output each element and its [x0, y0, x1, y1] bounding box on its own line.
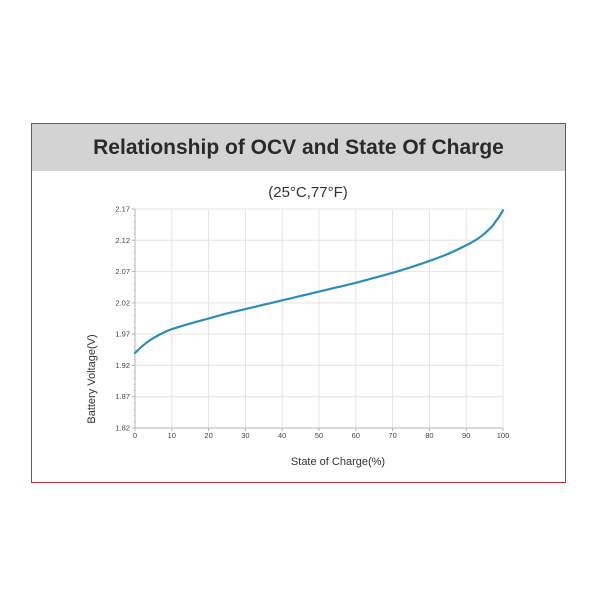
- chart-svg: (25°C,77°F) 0 10 20 30 40 50 60 70 80 90 100 1.821…: [86, 184, 509, 468]
- y-tick-label: 1.87: [115, 392, 130, 401]
- chart-header: Relationship of OCV and State Of Charge: [32, 124, 565, 171]
- y-axis-label: Battery Voltage(V): [86, 334, 98, 423]
- x-tick-label: 10: [168, 431, 176, 440]
- grid-lines: [135, 208, 504, 428]
- x-tick-label: 20: [204, 431, 212, 440]
- x-axis-label: State of Charge(%): [291, 456, 385, 468]
- axes: [132, 208, 504, 431]
- y-tick-label: 2.02: [115, 298, 130, 307]
- series-line: [133, 209, 505, 355]
- x-tick-labels: 0 10 20 30 40 50 60 70 80 90 100: [133, 431, 509, 440]
- y-tick-labels: 1.82 1.87 1.92 1.97 2.02 2.07 2.12 2.17: [115, 205, 130, 433]
- y-tick-label: 1.82: [115, 424, 130, 433]
- x-tick-label: 40: [278, 431, 286, 440]
- chart-card: Relationship of OCV and State Of Charge …: [31, 123, 566, 483]
- x-tick-label: 0: [133, 431, 137, 440]
- y-tick-label: 2.17: [115, 205, 130, 214]
- chart-title: Relationship of OCV and State Of Charge: [93, 135, 504, 159]
- x-tick-label: 100: [497, 431, 510, 440]
- x-tick-label: 70: [388, 431, 396, 440]
- y-tick-label: 1.97: [115, 330, 130, 339]
- y-tick-label: 2.07: [115, 267, 130, 276]
- x-tick-label: 60: [352, 431, 360, 440]
- x-tick-label: 90: [462, 431, 470, 440]
- y-tick-label: 2.12: [115, 236, 130, 245]
- x-tick-label: 50: [315, 431, 323, 440]
- chart-subtitle: (25°C,77°F): [268, 184, 348, 201]
- x-tick-label: 80: [425, 431, 433, 440]
- y-tick-label: 1.92: [115, 361, 130, 370]
- x-tick-label: 30: [241, 431, 249, 440]
